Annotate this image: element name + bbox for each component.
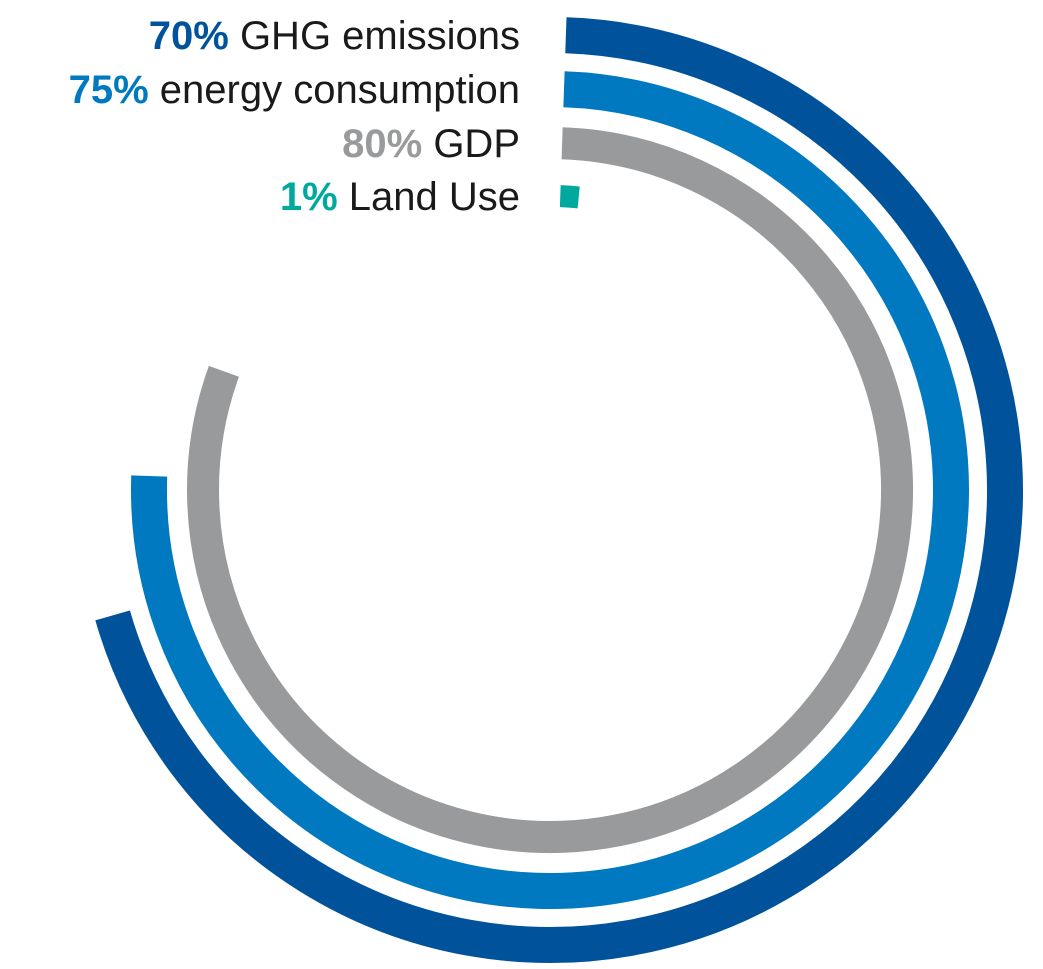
series-label-energy-consumption: 75% energy consumption xyxy=(69,68,520,112)
series-name: GDP xyxy=(422,122,520,166)
series-percent: 1% xyxy=(280,175,338,219)
series-label-land-use: 1% Land Use xyxy=(280,175,520,219)
ring-ghg-emissions xyxy=(95,17,1023,963)
series-label-gdp: 80% GDP xyxy=(342,122,520,166)
series-percent: 70% xyxy=(149,14,229,58)
series-name: Land Use xyxy=(338,175,520,219)
series-label-ghg-emissions: 70% GHG emissions xyxy=(149,14,520,58)
series-name: energy consumption xyxy=(149,68,520,112)
ring-gdp xyxy=(187,127,913,853)
ring-energy-consumption xyxy=(131,71,969,909)
series-percent: 75% xyxy=(69,68,149,112)
chart-arcs xyxy=(95,17,1023,963)
series-percent: 80% xyxy=(342,122,422,166)
ring-land-use xyxy=(559,185,580,209)
series-name: GHG emissions xyxy=(229,14,520,58)
